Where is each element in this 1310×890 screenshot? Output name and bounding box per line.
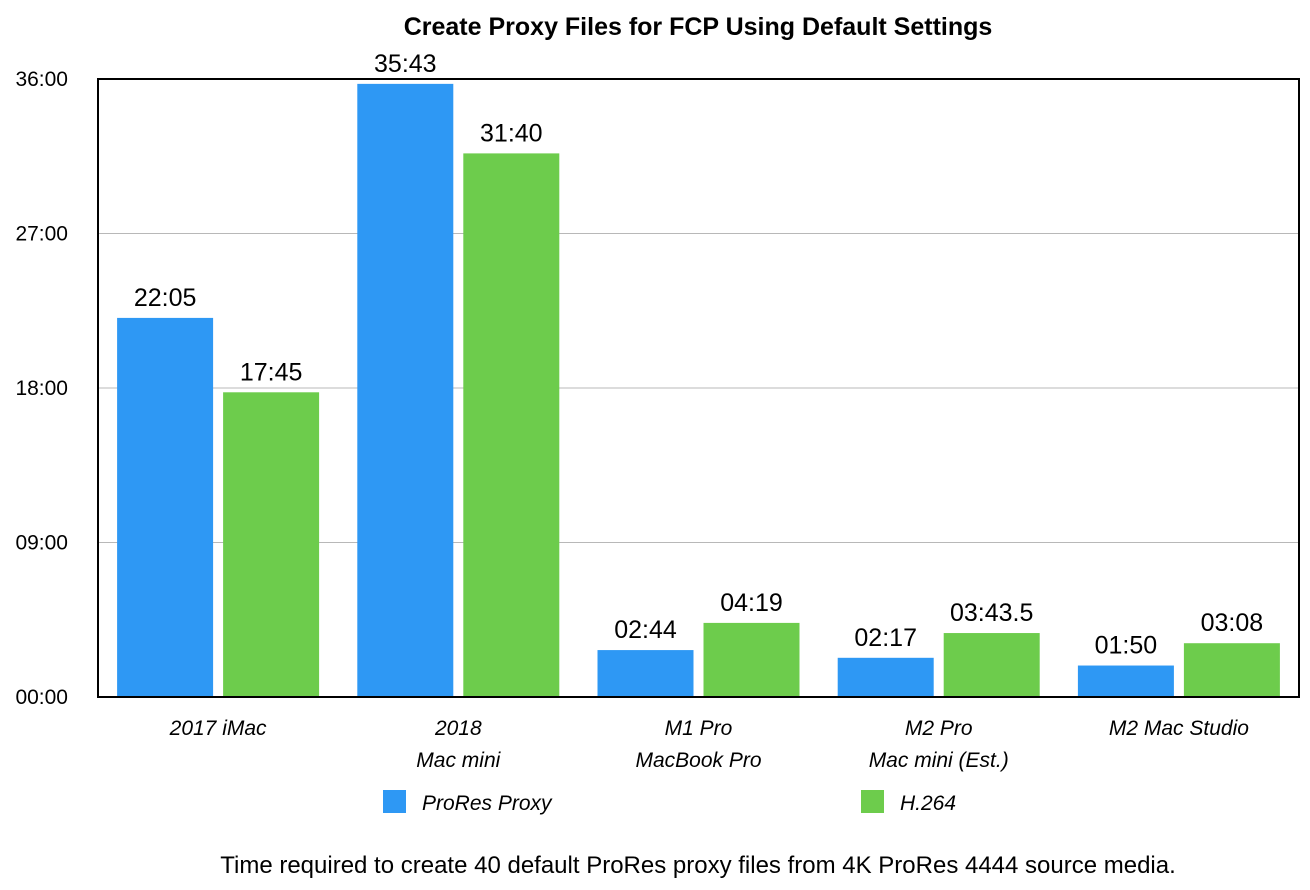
bar [223,392,320,697]
x-axis-ticks: 2017 iMac 2018 Mac mini M1 Pro MacBook Pro M2… [169,717,1250,772]
x-tick-label: M2 Pro [905,717,973,740]
chart-title: Create Proxy Files for FCP Using Default… [404,13,993,41]
plot-frame [97,78,1300,698]
data-label: 02:44 [614,616,677,644]
y-axis-ticks: 00:00 09:00 18:00 27:00 36:00 [15,68,68,709]
bar [463,153,560,697]
data-label: 04:19 [720,589,783,617]
y-tick-label: 18:00 [15,377,68,400]
data-label: 35:43 [374,50,437,78]
y-tick-label: 36:00 [15,68,68,91]
x-tick-label: Mac mini (Est.) [869,749,1009,772]
x-tick-label: M2 Mac Studio [1109,717,1249,740]
bar [1077,665,1174,697]
legend-label: H.264 [900,792,956,815]
bars [117,83,1280,697]
legend-label: ProRes Proxy [422,792,553,815]
y-tick-label: 09:00 [15,532,68,555]
bar [117,317,214,697]
data-label: 03:43.5 [950,599,1033,627]
data-label: 02:17 [854,624,917,652]
data-label: 22:05 [134,284,197,312]
x-tick-label: 2017 iMac [169,717,267,740]
bar [597,650,694,697]
bar [943,633,1040,697]
legend: ProRes Proxy H.264 [383,790,956,815]
data-label: 03:08 [1201,609,1264,637]
chart-caption: Time required to create 40 default ProRe… [220,852,1176,879]
data-label: 01:50 [1095,632,1158,660]
bar [703,622,800,697]
y-tick-label: 27:00 [15,223,68,246]
bar [1183,643,1280,697]
y-tick-label: 00:00 [15,686,68,709]
bar [357,83,454,697]
data-label: 17:45 [240,358,303,386]
x-tick-label: Mac mini [416,749,501,772]
legend-swatch [383,790,406,813]
data-label: 31:40 [480,119,543,147]
data-labels: 22:05 35:43 02:44 02:17 01:50 17:45 31:40 04:19… [134,50,1263,660]
legend-swatch [861,790,884,813]
bar [837,657,934,697]
x-tick-label: MacBook Pro [635,749,761,772]
x-tick-label: M1 Pro [665,717,733,740]
x-tick-label: 2018 [434,717,482,740]
